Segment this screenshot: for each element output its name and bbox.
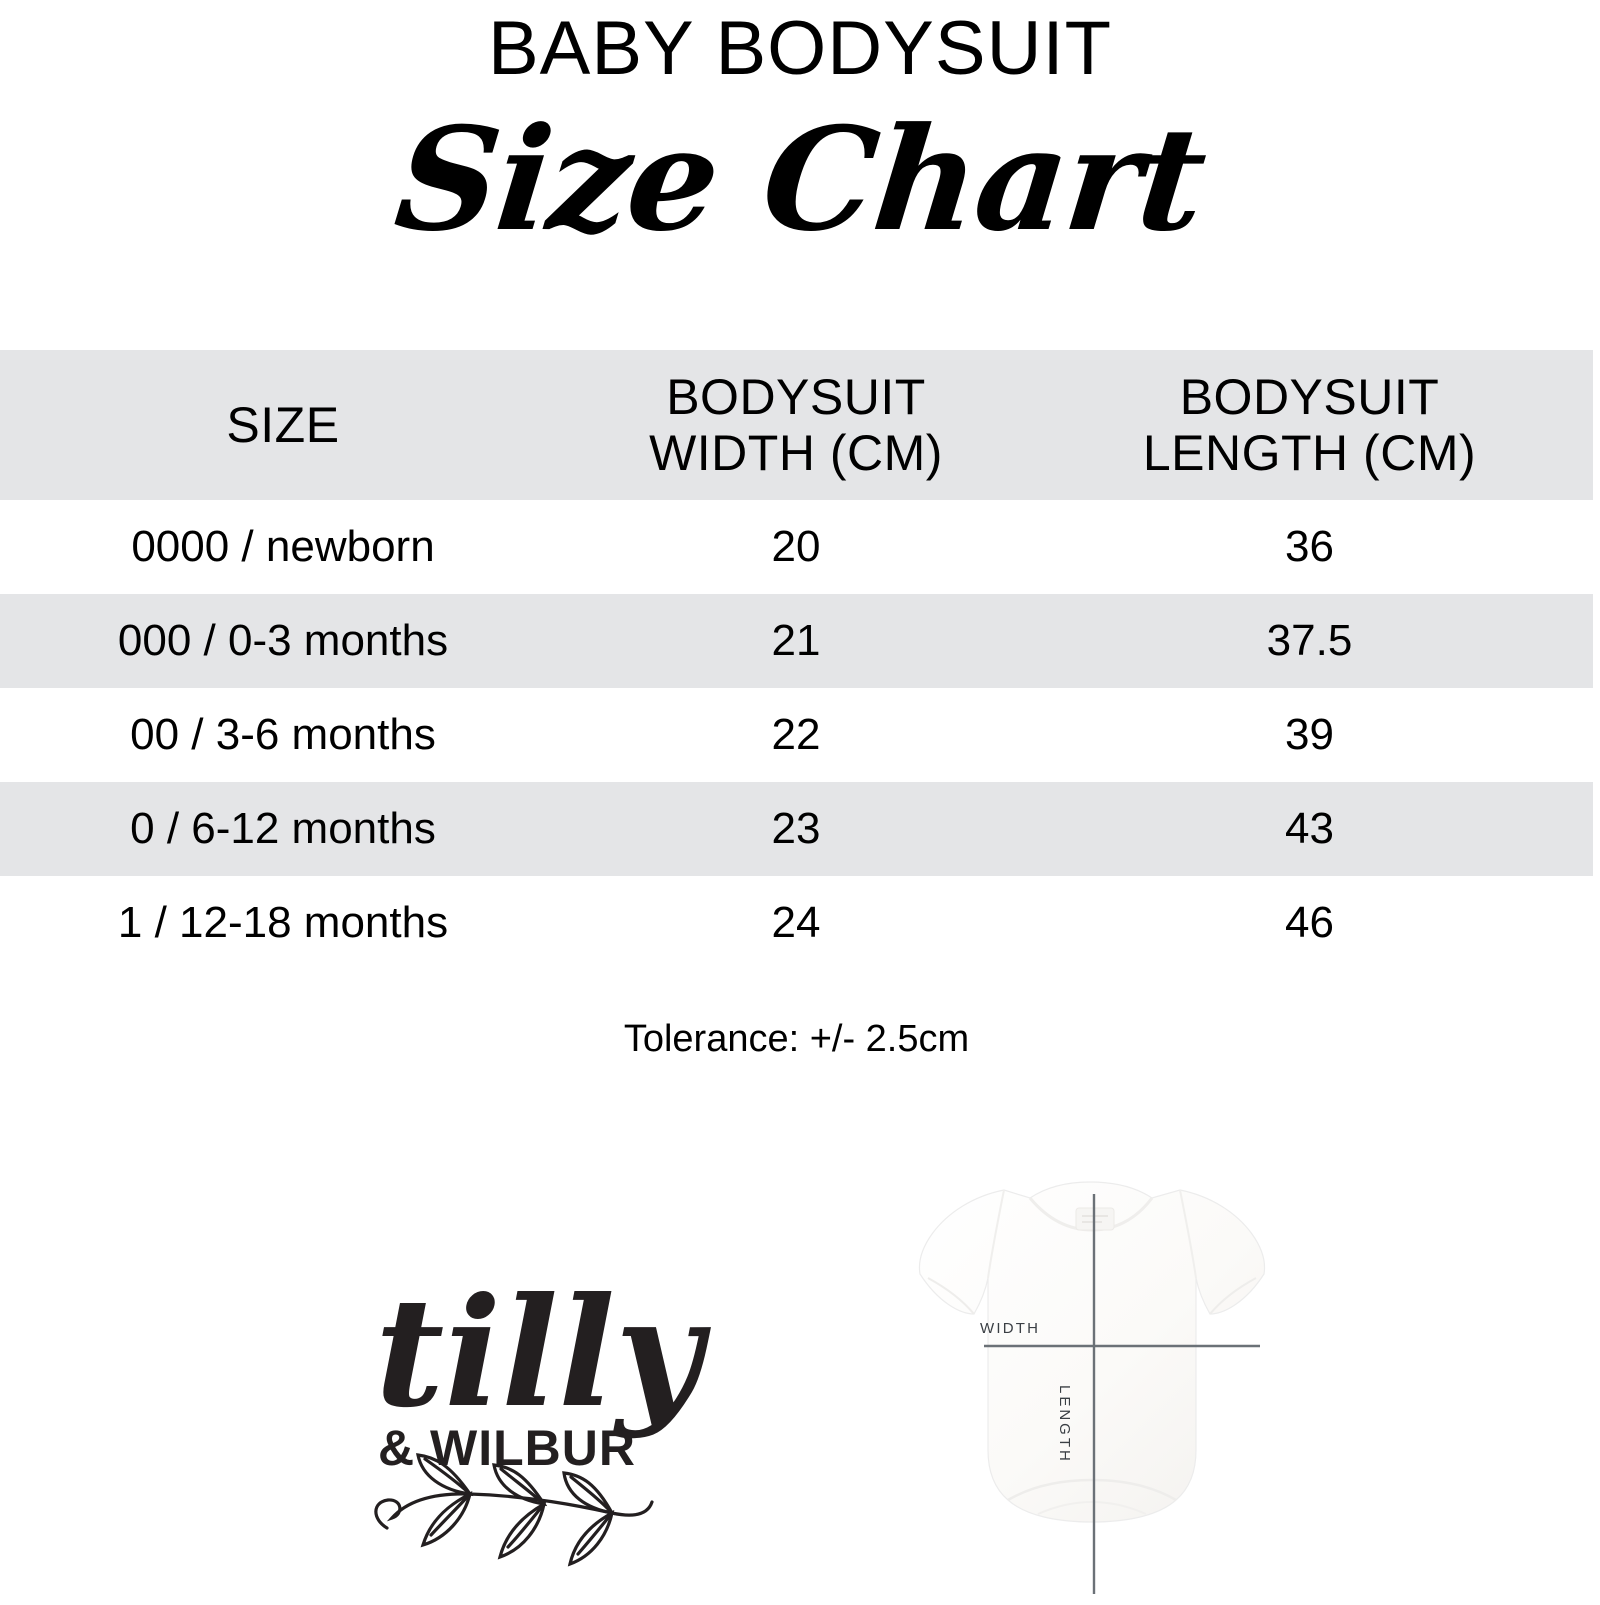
garment-shape — [918, 1181, 1266, 1523]
cell-width: 21 — [771, 616, 821, 665]
header-block: BABY BODYSUIT Size Chart — [0, 0, 1600, 264]
size-chart-table: SIZE BODYSUIT WIDTH (CM) BODYSUIT LENGTH… — [0, 350, 1593, 970]
table-row: 00 / 3-6 months 22 39 — [0, 688, 1593, 782]
page-title: BABY BODYSUIT — [487, 6, 1112, 91]
cell-width: 20 — [771, 522, 821, 571]
cell-size: 0 / 6-12 months — [130, 804, 436, 853]
measurement-guides — [984, 1194, 1260, 1594]
diagram-width-label: WIDTH — [980, 1320, 1041, 1337]
table-header-row: SIZE BODYSUIT WIDTH (CM) BODYSUIT LENGTH… — [0, 350, 1593, 500]
tolerance-note: Tolerance: +/- 2.5cm — [623, 1018, 970, 1060]
leaf-branch-icon — [374, 1453, 654, 1567]
column-header-width: BODYSUIT WIDTH (CM) — [566, 369, 1026, 481]
cell-length: 36 — [1285, 522, 1334, 571]
column-header-size: SIZE — [0, 397, 566, 453]
table-row: 0 / 6-12 months 23 43 — [0, 782, 1593, 876]
cell-width: 23 — [771, 804, 821, 853]
column-header-width-line1: BODYSUIT — [666, 369, 926, 425]
cell-size: 00 / 3-6 months — [130, 710, 436, 759]
column-header-length-line1: BODYSUIT — [1179, 369, 1440, 425]
logo-script-text: tilly — [375, 1265, 711, 1441]
cell-length: 46 — [1285, 898, 1334, 947]
bodysuit-diagram: WIDTH LENGTH — [880, 1150, 1300, 1600]
brand-logo: tilly & WILBUR — [330, 1250, 730, 1600]
cell-size: 1 / 12-18 months — [117, 898, 449, 947]
column-header-width-line2: WIDTH (CM) — [649, 425, 943, 481]
cell-length: 43 — [1285, 804, 1334, 853]
cell-size: 0000 / newborn — [131, 522, 435, 571]
column-header-length: BODYSUIT LENGTH (CM) — [1026, 369, 1593, 481]
cell-width: 22 — [771, 710, 821, 759]
table-row: 0000 / newborn 20 36 — [0, 500, 1593, 594]
footer-block: tilly & WILBUR — [0, 1140, 1600, 1600]
diagram-length-label: LENGTH — [1056, 1385, 1073, 1464]
page-subtitle: Size Chart — [388, 97, 1212, 263]
cell-length: 37.5 — [1266, 616, 1353, 665]
cell-length: 39 — [1285, 710, 1334, 759]
column-header-size-line1: SIZE — [226, 397, 340, 453]
column-header-length-line2: LENGTH (CM) — [1142, 425, 1477, 481]
table-row: 1 / 12-18 months 24 46 — [0, 876, 1593, 970]
table-row: 000 / 0-3 months 21 37.5 — [0, 594, 1593, 688]
cell-width: 24 — [771, 898, 821, 947]
cell-size: 000 / 0-3 months — [117, 616, 449, 665]
